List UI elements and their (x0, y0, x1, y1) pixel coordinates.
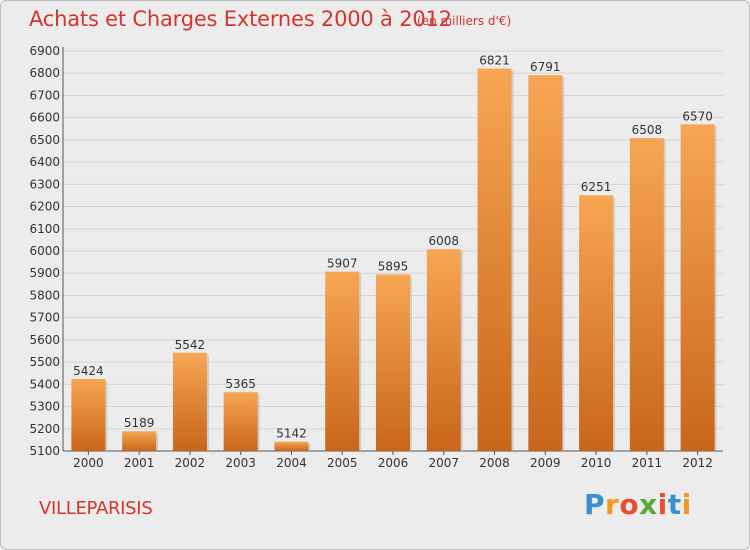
bar-2006 (376, 274, 410, 451)
logo-letter: i (681, 488, 692, 521)
bar-2011 (629, 138, 664, 451)
y-tick-label: 6900 (29, 44, 60, 58)
bars (71, 68, 717, 452)
bar-2008 (477, 68, 512, 452)
x-tick-label: 2004 (276, 456, 307, 470)
bar-value-label: 5542 (175, 338, 206, 352)
y-tick-label: 5900 (29, 266, 60, 280)
bar-2000 (71, 379, 106, 451)
proxiti-logo: Proxiti (584, 488, 692, 521)
y-tick-label: 5800 (29, 288, 60, 302)
bar-value-label: 5189 (124, 416, 155, 430)
y-tick-label: 6300 (29, 177, 60, 191)
bar-value-label: 6791 (530, 60, 561, 74)
x-tick-label: 2002 (175, 456, 206, 470)
bar-2009 (528, 75, 563, 451)
x-tick-label: 2006 (378, 456, 409, 470)
bar-2007 (426, 249, 461, 451)
bar-2002 (172, 352, 207, 451)
chart-subtitle: (en milliers d'€) (417, 14, 512, 28)
y-tick-label: 6700 (29, 88, 60, 102)
bar-value-label: 6251 (581, 180, 612, 194)
bar-2005 (325, 271, 360, 451)
y-tick-label: 6200 (29, 200, 60, 214)
x-tick-label: 2001 (124, 456, 155, 470)
x-tick-label: 2007 (428, 456, 459, 470)
y-tick-label: 5600 (29, 333, 60, 347)
bar-2003 (223, 392, 258, 451)
x-tick-label: 2009 (530, 456, 561, 470)
commune-name: VILLEPARISIS (39, 498, 153, 519)
y-tick-label: 6400 (29, 155, 60, 169)
bar-value-label: 5365 (225, 377, 256, 391)
y-tick-label: 5700 (29, 311, 60, 325)
logo-letter: r (605, 488, 620, 521)
y-tick-label: 6100 (29, 222, 60, 236)
x-tick-label: 2011 (632, 456, 663, 470)
x-tick-label: 2008 (479, 456, 510, 470)
x-tick-label: 2005 (327, 456, 358, 470)
bar-value-label: 6008 (428, 234, 459, 248)
bar-2012 (680, 124, 715, 451)
y-tick-label: 5200 (29, 422, 60, 436)
bar-value-label: 6821 (479, 54, 510, 68)
y-tick-label: 5400 (29, 377, 60, 391)
logo-letter: x (639, 488, 658, 521)
logo-letter: o (619, 488, 640, 521)
x-tick-label: 2012 (682, 456, 713, 470)
y-tick-label: 6800 (29, 66, 60, 80)
x-tick-label: 2010 (581, 456, 612, 470)
logo-letter: i (657, 488, 668, 521)
logo-letter: P (584, 488, 606, 521)
x-tick-label: 2000 (73, 456, 104, 470)
chart-title: Achats et Charges Externes 2000 à 2012 (29, 7, 452, 31)
bar-2001 (122, 431, 157, 451)
bar-value-label: 5895 (378, 259, 409, 273)
bar-2010 (579, 195, 614, 451)
axes: 5100 5200 5300 5400 5500 5600 5700 5800 5900 6000… (29, 44, 723, 470)
y-tick-label: 6500 (29, 133, 60, 147)
bar-value-label: 5907 (327, 257, 358, 271)
bar-value-label: 5424 (73, 364, 104, 378)
bar-2004 (274, 441, 309, 451)
y-tick-label: 5100 (29, 444, 60, 458)
y-tick-label: 5500 (29, 355, 60, 369)
x-tick-label: 2003 (225, 456, 256, 470)
y-tick-label: 6600 (29, 111, 60, 125)
y-tick-label: 5300 (29, 400, 60, 414)
logo-letter: t (667, 488, 682, 521)
bar-value-label: 5142 (276, 427, 307, 441)
bar-value-label: 6570 (682, 109, 713, 123)
data-labels: 5424 5189 5542 5365 5142 5907 5895 6008 6821 6791… (73, 54, 713, 441)
bar-value-label: 6508 (632, 123, 663, 137)
y-tick-label: 6000 (29, 244, 60, 258)
